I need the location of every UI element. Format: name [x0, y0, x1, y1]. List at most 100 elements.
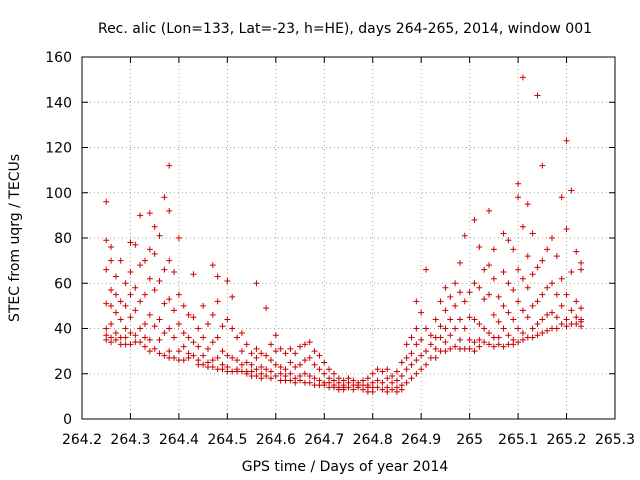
y-tick-label: 120: [45, 141, 72, 157]
data-point: [515, 266, 522, 273]
data-point: [311, 375, 318, 382]
data-point: [117, 257, 124, 264]
data-point: [423, 325, 430, 332]
data-point: [500, 325, 507, 332]
data-point: [456, 289, 463, 296]
data-point: [263, 352, 270, 359]
data-point: [529, 334, 536, 341]
data-point: [519, 307, 526, 314]
data-point: [495, 293, 502, 300]
data-point: [103, 300, 110, 307]
data-point: [442, 307, 449, 314]
data-point: [156, 336, 163, 343]
data-point: [297, 361, 304, 368]
data-point: [427, 341, 434, 348]
data-point: [141, 320, 148, 327]
data-point: [175, 291, 182, 298]
data-point: [505, 309, 512, 316]
data-point: [374, 377, 381, 384]
y-tick-label: 20: [54, 367, 72, 383]
data-point: [476, 244, 483, 251]
data-point: [490, 311, 497, 318]
data-point: [112, 291, 119, 298]
data-point: [573, 298, 580, 305]
data-point: [510, 341, 517, 348]
data-point: [549, 309, 556, 316]
data-point: [200, 352, 207, 359]
data-point: [311, 348, 318, 355]
data-point: [578, 266, 585, 273]
data-point: [238, 330, 245, 337]
data-point: [563, 291, 570, 298]
data-point: [408, 361, 415, 368]
data-point: [505, 237, 512, 244]
data-point: [321, 370, 328, 377]
x-tick-labels: 264.2 264.3 264.4 264.5 264.6 264.7 264.8 264.9…: [62, 432, 635, 448]
data-point: [175, 348, 182, 355]
data-point: [151, 287, 158, 294]
data-point: [292, 379, 299, 386]
data-point: [112, 330, 119, 337]
data-point: [132, 284, 139, 291]
data-point: [495, 318, 502, 325]
data-point: [132, 332, 139, 339]
data-point: [553, 253, 560, 260]
data-point: [379, 386, 386, 393]
data-point: [573, 320, 580, 327]
data-point: [204, 320, 211, 327]
data-point: [190, 339, 197, 346]
data-point: [141, 334, 148, 341]
data-point: [447, 345, 454, 352]
data-point: [132, 307, 139, 314]
x-tick-label: 264.8: [353, 432, 393, 448]
data-point: [563, 316, 570, 323]
data-point: [253, 373, 260, 380]
data-point: [476, 343, 483, 350]
data-point: [379, 379, 386, 386]
data-point: [330, 370, 337, 377]
data-point: [277, 345, 284, 352]
data-point: [195, 343, 202, 350]
data-point: [166, 162, 173, 169]
data-point: [486, 207, 493, 214]
data-point: [558, 194, 565, 201]
data-point: [568, 307, 575, 314]
data-point: [534, 92, 541, 99]
data-point: [486, 262, 493, 269]
data-point: [219, 323, 226, 330]
data-point: [345, 384, 352, 391]
data-point: [544, 311, 551, 318]
data-point: [360, 386, 367, 393]
data-point: [384, 388, 391, 395]
data-point: [447, 332, 454, 339]
data-point: [423, 348, 430, 355]
data-point: [466, 314, 473, 321]
data-point: [418, 336, 425, 343]
data-point: [190, 271, 197, 278]
data-point: [486, 341, 493, 348]
data-point: [403, 366, 410, 373]
data-point: [413, 341, 420, 348]
data-point: [282, 366, 289, 373]
data-point: [563, 137, 570, 144]
data-point: [141, 343, 148, 350]
data-point: [466, 345, 473, 352]
data-point: [263, 305, 270, 312]
data-point: [277, 363, 284, 370]
data-point: [161, 330, 168, 337]
data-point: [166, 207, 173, 214]
data-point: [122, 334, 129, 341]
data-point: [515, 180, 522, 187]
data-point: [166, 348, 173, 355]
data-point: [108, 287, 115, 294]
data-point: [539, 330, 546, 337]
data-point: [447, 293, 454, 300]
data-point: [481, 325, 488, 332]
data-point: [398, 386, 405, 393]
data-point: [369, 370, 376, 377]
y-tick-labels: 0 20 40 60 80 100 120 140 160: [45, 50, 72, 428]
data-point: [214, 298, 221, 305]
data-point: [524, 201, 531, 208]
